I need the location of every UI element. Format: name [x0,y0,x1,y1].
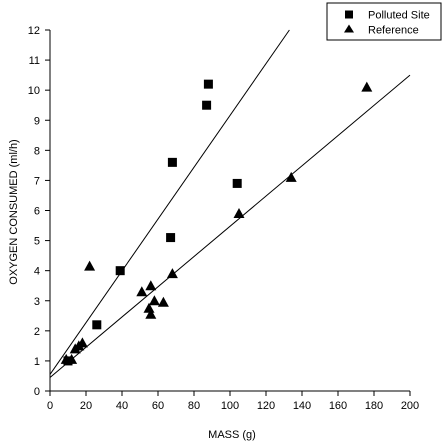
point-reference [143,302,155,313]
y-tick-label: 9 [34,115,40,127]
x-tick-label: 0 [47,400,53,412]
data-points [60,79,373,366]
x-tick-label: 140 [293,400,311,412]
legend-box [326,2,442,41]
point-reference [145,308,157,319]
point-polluted-site [115,266,125,276]
axes: 0 20 40 60 80 100 120 140 160 180 2000123456789101… [28,25,419,412]
point-reference [285,171,297,182]
point-reference [361,81,373,92]
y-tick-label: 1 [34,356,40,368]
point-polluted-site [232,178,242,188]
point-polluted-site [167,157,177,167]
y-tick-label: 6 [34,206,40,218]
legend-label-reference: Reference [368,25,419,37]
point-polluted-site [92,320,102,330]
x-tick-label: 180 [365,400,383,412]
y-tick-label: 3 [34,296,40,308]
x-tick-label: 40 [116,400,128,412]
y-tick-label: 5 [34,236,40,248]
y-tick-label: 0 [34,386,40,398]
point-polluted-site [166,233,176,243]
point-reference [166,268,178,279]
point-reference [136,286,148,297]
x-axis-title: MASS (g) [208,429,256,441]
point-reference [148,295,160,306]
point-polluted-site [203,79,213,89]
legend-marker-polluted-site [345,10,353,19]
point-polluted-site [202,100,212,110]
y-tick-label: 8 [34,145,40,157]
x-tick-label: 120 [257,400,275,412]
point-reference [145,280,157,291]
y-tick-label: 12 [28,25,40,37]
y-tick-label: 4 [34,266,40,278]
y-tick-label: 2 [34,326,40,338]
fit-line-reference [49,74,411,378]
legend-label-polluted-site: Polluted Site [368,10,430,22]
legend: Polluted Site Reference [326,2,442,41]
point-reference [157,296,169,307]
x-tick-label: 60 [152,400,164,412]
y-axis-title: OXYGEN CONSUMED (ml/h) [8,139,20,284]
legend-marker-reference [344,24,354,33]
point-reference [84,260,96,271]
x-tick-label: 80 [188,400,200,412]
point-reference [76,337,88,348]
fit-lines [49,29,411,378]
point-reference [66,353,78,364]
fit-line-polluted-site [49,29,290,375]
y-tick-label: 11 [29,55,40,67]
x-tick-label: 20 [80,400,92,412]
x-tick-label: 160 [329,400,347,412]
point-reference [233,208,245,219]
x-tick-label: 200 [401,400,419,412]
x-tick-label: 100 [221,400,239,412]
y-tick-label: 10 [28,85,40,97]
y-tick-label: 7 [34,175,40,187]
